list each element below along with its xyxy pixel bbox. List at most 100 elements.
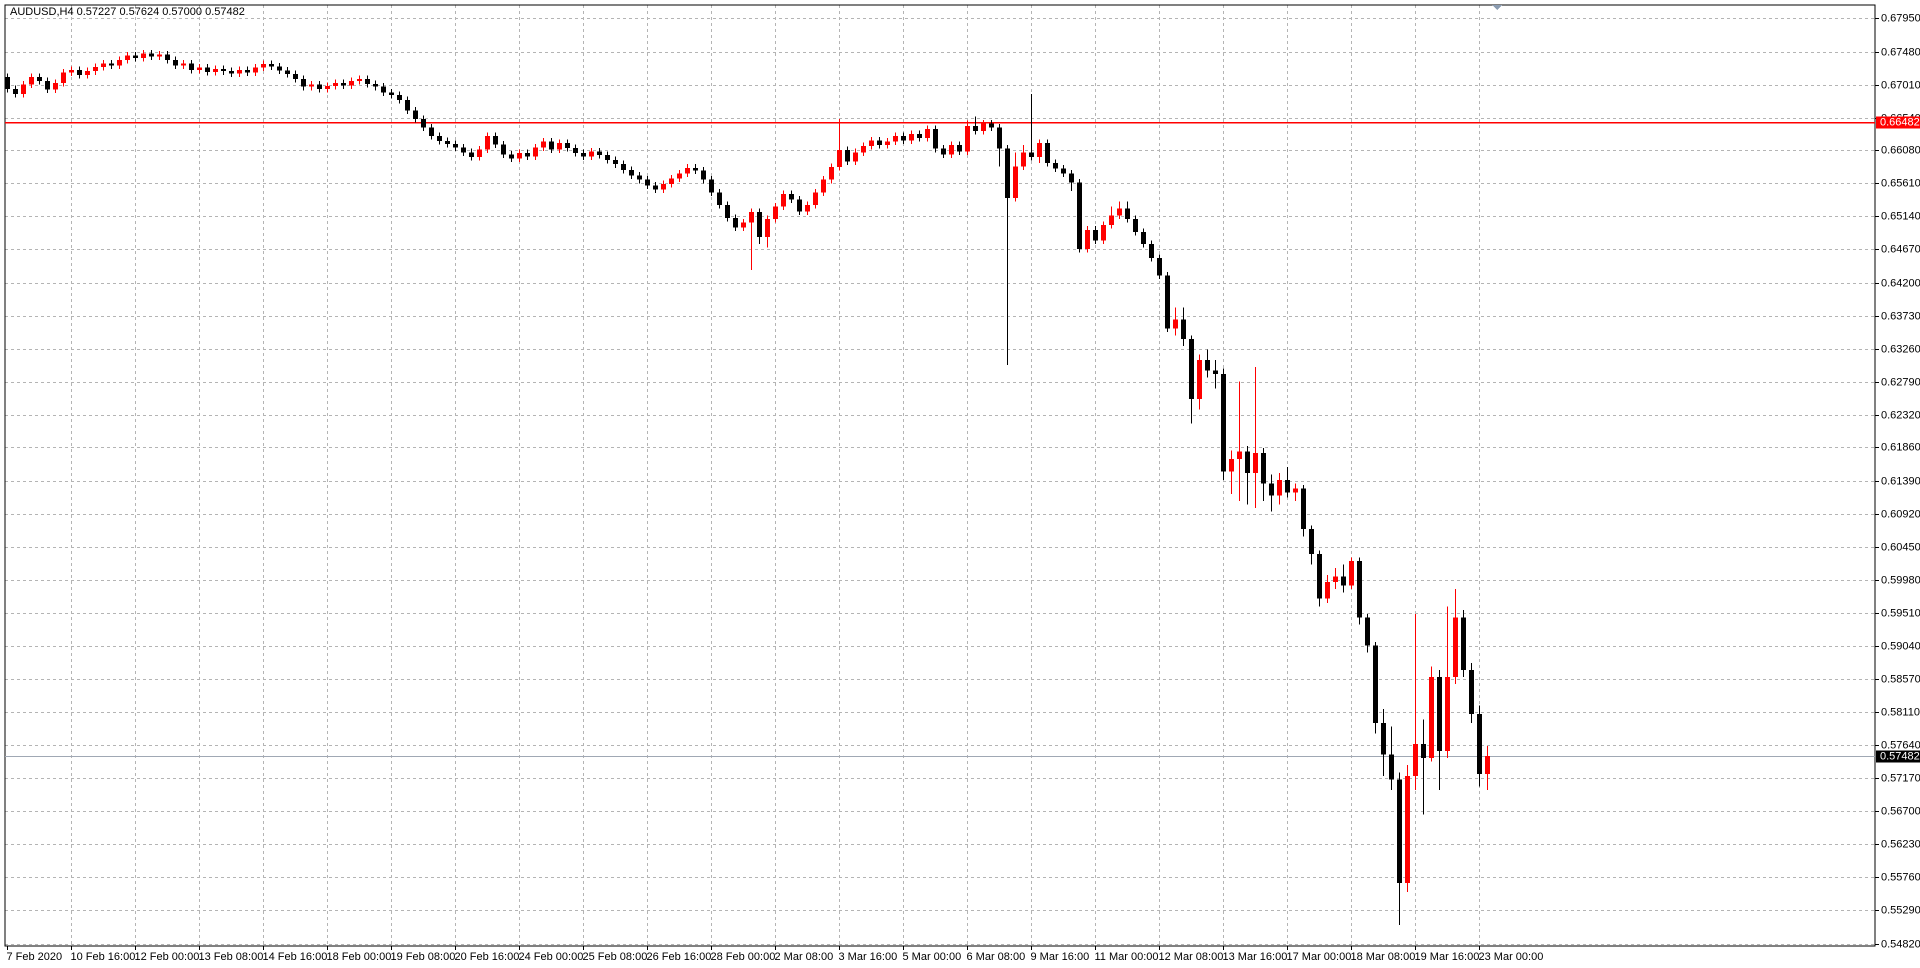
candle-body bbox=[597, 151, 602, 156]
candle-body bbox=[1053, 162, 1058, 169]
candle-body bbox=[397, 95, 402, 101]
x-tick-label: 20 Feb 16:00 bbox=[455, 951, 520, 963]
candle-body bbox=[325, 86, 330, 89]
candle-body bbox=[1029, 152, 1034, 158]
y-tick-label: 0.57170 bbox=[1881, 772, 1920, 784]
candle-body bbox=[1477, 713, 1482, 774]
candle-body bbox=[133, 55, 138, 58]
candle-body bbox=[677, 173, 682, 179]
candle-body bbox=[693, 167, 698, 171]
candle-body bbox=[1261, 453, 1266, 484]
candle-body bbox=[517, 152, 522, 159]
candle-body bbox=[893, 136, 898, 142]
candle-body bbox=[1069, 173, 1074, 183]
x-tick-label: 2 Mar 08:00 bbox=[775, 951, 834, 963]
candle-body bbox=[181, 63, 186, 66]
candle-body bbox=[821, 179, 826, 193]
candle-body bbox=[973, 126, 978, 132]
candle-body bbox=[1045, 143, 1050, 163]
candle-body bbox=[509, 154, 514, 159]
y-tick-label: 0.65140 bbox=[1881, 210, 1920, 222]
candle-body bbox=[1397, 779, 1402, 883]
candle-body bbox=[1413, 744, 1418, 776]
candle-body bbox=[501, 144, 506, 155]
candle-body bbox=[1421, 744, 1426, 759]
level-label-box bbox=[1876, 116, 1920, 129]
candle-body bbox=[469, 152, 474, 158]
y-tick-label: 0.58110 bbox=[1881, 706, 1920, 718]
candle-body bbox=[1453, 617, 1458, 678]
y-tick-label: 0.57640 bbox=[1881, 739, 1920, 751]
y-tick-label: 0.55760 bbox=[1881, 871, 1920, 883]
candle-body bbox=[1373, 645, 1378, 723]
candle-body bbox=[1365, 617, 1370, 646]
x-tick-label: 19 Feb 08:00 bbox=[391, 951, 456, 963]
y-tick-label: 0.56700 bbox=[1881, 805, 1920, 817]
candle-body bbox=[61, 72, 66, 84]
candle-body bbox=[5, 76, 10, 89]
candle-body bbox=[941, 148, 946, 155]
candle-body bbox=[757, 212, 762, 237]
x-tick-label: 17 Mar 00:00 bbox=[1287, 951, 1352, 963]
y-tick-label: 0.67010 bbox=[1881, 79, 1920, 91]
y-tick-label: 0.62790 bbox=[1881, 376, 1920, 388]
candle-body bbox=[1229, 458, 1234, 472]
candle-body bbox=[45, 81, 50, 90]
candle-body bbox=[773, 206, 778, 220]
candle-body bbox=[685, 167, 690, 174]
candle-body bbox=[309, 84, 314, 87]
candle-body bbox=[429, 127, 434, 137]
candle-body bbox=[85, 71, 90, 75]
candle-body bbox=[1213, 370, 1218, 375]
y-tick-label: 0.60920 bbox=[1881, 508, 1920, 520]
candle-body bbox=[493, 136, 498, 145]
x-tick-label: 7 Feb 2020 bbox=[7, 951, 63, 963]
candle-body bbox=[477, 149, 482, 158]
candle-body bbox=[381, 86, 386, 93]
candle-body bbox=[661, 183, 666, 190]
candle-body bbox=[237, 69, 242, 74]
candle-body bbox=[781, 193, 786, 207]
y-tick-label: 0.58570 bbox=[1881, 673, 1920, 685]
candle-body bbox=[1085, 229, 1090, 249]
candle-body bbox=[1205, 360, 1210, 371]
candle-body bbox=[253, 67, 258, 73]
candle-body bbox=[1285, 479, 1290, 493]
candle-body bbox=[1245, 451, 1250, 473]
candle-body bbox=[357, 78, 362, 82]
candle-body bbox=[701, 170, 706, 180]
x-tick-label: 25 Feb 08:00 bbox=[583, 951, 648, 963]
candle-body bbox=[853, 152, 858, 162]
candle-body bbox=[1165, 275, 1170, 329]
candle-body bbox=[1101, 224, 1106, 241]
candle-body bbox=[205, 67, 210, 72]
candle-body bbox=[165, 54, 170, 60]
candle-body bbox=[1485, 755, 1490, 774]
candle-body bbox=[341, 83, 346, 86]
candle-body bbox=[1109, 215, 1114, 225]
candle-body bbox=[1221, 374, 1226, 472]
candle-body bbox=[965, 126, 970, 152]
candle-body bbox=[1381, 722, 1386, 755]
candle-body bbox=[317, 84, 322, 89]
candle-body bbox=[13, 88, 18, 94]
candle-body bbox=[1013, 166, 1018, 199]
candle-body bbox=[925, 129, 930, 139]
x-tick-label: 18 Mar 08:00 bbox=[1351, 951, 1416, 963]
chart-title: AUDUSD,H4 0.57227 0.57624 0.57000 0.5748… bbox=[10, 6, 245, 18]
candle-body bbox=[909, 133, 914, 141]
candle-body bbox=[141, 53, 146, 58]
candle-body bbox=[557, 143, 562, 150]
x-tick-label: 9 Mar 16:00 bbox=[1031, 951, 1090, 963]
x-tick-label: 13 Feb 08:00 bbox=[199, 951, 264, 963]
candle-body bbox=[645, 179, 650, 186]
y-tick-label: 0.60450 bbox=[1881, 541, 1920, 553]
y-tick-label: 0.63730 bbox=[1881, 310, 1920, 322]
candle-body bbox=[269, 64, 274, 67]
candle-body bbox=[69, 69, 74, 73]
candle-body bbox=[653, 185, 658, 190]
candle-body bbox=[421, 119, 426, 128]
candle-body bbox=[189, 63, 194, 70]
candle-body bbox=[629, 169, 634, 176]
candle-body bbox=[109, 63, 114, 66]
